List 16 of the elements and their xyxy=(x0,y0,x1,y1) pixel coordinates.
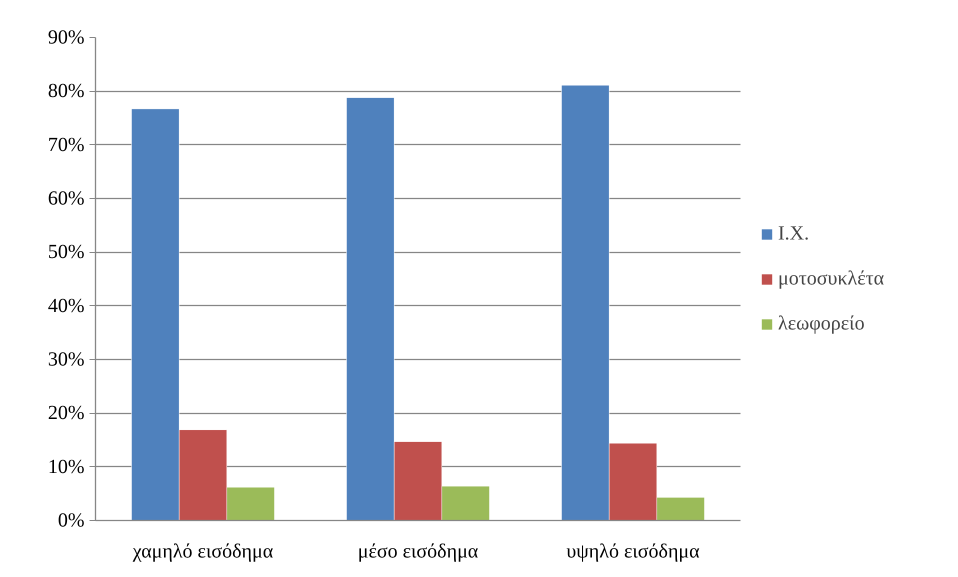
y-tick-label: 40% xyxy=(48,294,85,317)
x-tick-label: μέσο εισόδημα xyxy=(358,540,479,562)
y-tick-label: 60% xyxy=(48,188,85,210)
y-tick-label: 10% xyxy=(48,456,85,478)
legend-label: λεωφορείο xyxy=(778,312,865,335)
y-tick-label: 70% xyxy=(48,134,85,156)
legend-label: Ι.Χ. xyxy=(778,222,810,245)
x-tick-label: χαμηλό εισόδημα xyxy=(132,540,274,562)
y-tick-label: 50% xyxy=(48,241,85,264)
y-tick-label: 30% xyxy=(48,348,85,370)
legend-label: μοτοσυκλέτα xyxy=(778,267,884,290)
y-tick-label: 20% xyxy=(48,402,85,424)
y-tick-label: 0% xyxy=(58,510,85,532)
x-tick-label: υψηλό εισόδημα xyxy=(566,540,700,562)
y-tick-label: 90% xyxy=(48,26,85,48)
y-tick-label: 80% xyxy=(48,80,85,102)
